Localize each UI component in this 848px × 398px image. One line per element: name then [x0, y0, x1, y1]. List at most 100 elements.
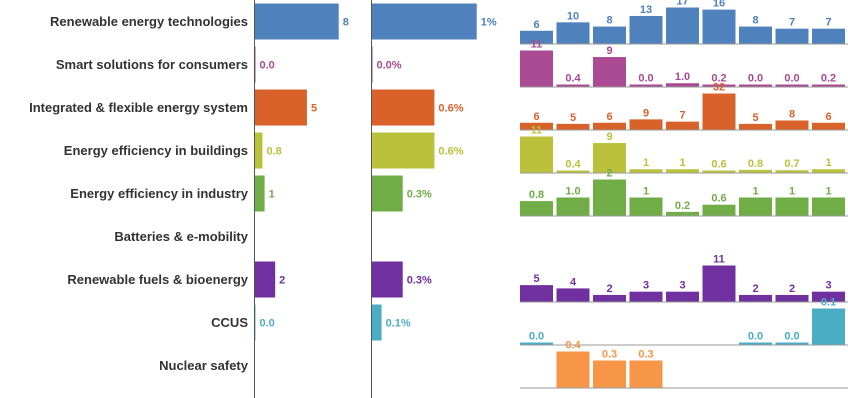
- small-bar-label-energy-efficiency-in-industry-7: 1: [752, 186, 758, 198]
- small-bar-nuclear-safety-2: [556, 351, 590, 388]
- small-bar-renewable-energy-technologies-6: [702, 9, 736, 44]
- small-bar-label-nuclear-safety-4: 0.3: [638, 349, 653, 361]
- small-bar-label-renewable-fuels-bioenergy-6: 11: [713, 254, 725, 266]
- value-label-panel2-energy-efficiency-in-buildings: 0.6%: [438, 146, 463, 158]
- small-bar-smart-solutions-for-consumers-2: [556, 84, 590, 87]
- small-bar-label-ccus-9: 0.1: [821, 297, 836, 309]
- small-bar-energy-efficiency-in-buildings-2: [556, 170, 590, 173]
- small-bar-smart-solutions-for-consumers-5: [666, 83, 699, 87]
- value-label-panel2-ccus: 0.1%: [386, 318, 411, 330]
- small-bar-label-energy-efficiency-in-buildings-7: 0.8: [748, 158, 763, 170]
- small-bar-energy-efficiency-in-industry-2: [556, 197, 590, 216]
- bar-panel2-renewable-energy-technologies: [371, 3, 477, 40]
- bar-panel2-renewable-fuels-bioenergy: [371, 261, 403, 298]
- small-bar-label-renewable-fuels-bioenergy-3: 2: [606, 283, 612, 295]
- small-bar-ccus-9: [812, 308, 845, 345]
- small-bar-renewable-energy-technologies-4: [629, 15, 663, 44]
- small-bar-renewable-fuels-bioenergy-9: [812, 291, 845, 302]
- small-bar-energy-efficiency-in-industry-1: [520, 201, 553, 216]
- small-bar-label-smart-solutions-for-consumers-9: 0.2: [821, 73, 836, 85]
- small-bar-label-energy-efficiency-in-buildings-4: 1: [643, 157, 649, 169]
- small-bar-label-renewable-fuels-bioenergy-1: 5: [533, 273, 539, 285]
- bar-panel1-energy-efficiency-in-industry: [254, 175, 265, 212]
- small-bar-energy-efficiency-in-industry-9: [812, 197, 845, 216]
- bar-panel1-renewable-fuels-bioenergy: [254, 261, 276, 298]
- small-bar-energy-efficiency-in-industry-3: [593, 179, 626, 216]
- small-bar-energy-efficiency-in-buildings-5: [666, 169, 699, 173]
- value-label-panel2-energy-efficiency-in-industry: 0.3%: [407, 189, 432, 201]
- small-bar-label-renewable-fuels-bioenergy-9: 3: [825, 280, 831, 292]
- small-bar-label-renewable-energy-technologies-1: 6: [533, 19, 539, 31]
- value-label-panel1-smart-solutions-for-consumers: 0.0: [260, 60, 275, 72]
- value-label-panel2-smart-solutions-for-consumers: 0.0%: [377, 60, 402, 72]
- small-bar-label-renewable-energy-technologies-8: 7: [789, 17, 795, 29]
- small-bar-renewable-fuels-bioenergy-4: [629, 291, 663, 302]
- small-bar-label-integrated-flexible-energy-system-2: 5: [570, 112, 576, 124]
- small-bar-label-integrated-flexible-energy-system-7: 5: [752, 112, 758, 124]
- category-label-integrated-flexible-energy-system: Integrated & flexible energy system: [29, 100, 248, 115]
- small-bar-renewable-fuels-bioenergy-8: [775, 294, 809, 302]
- small-bar-integrated-flexible-energy-system-5: [666, 121, 699, 130]
- small-bar-label-renewable-fuels-bioenergy-4: 3: [643, 280, 649, 292]
- small-bar-label-energy-efficiency-in-industry-6: 0.6: [711, 193, 726, 205]
- bar-panel2-ccus: [371, 304, 382, 341]
- small-bar-label-ccus-1: 0.0: [529, 331, 544, 343]
- small-bar-renewable-fuels-bioenergy-3: [593, 294, 626, 302]
- small-bar-smart-solutions-for-consumers-6: [702, 84, 736, 87]
- value-label-panel1-ccus: 0.0: [260, 318, 275, 330]
- value-label-panel1-renewable-energy-technologies: 8: [343, 17, 349, 29]
- small-bar-label-nuclear-safety-3: 0.3: [602, 349, 617, 361]
- small-bar-label-smart-solutions-for-consumers-7: 0.0: [748, 73, 763, 85]
- small-bar-label-renewable-energy-technologies-5: 17: [676, 0, 688, 8]
- small-bar-label-integrated-flexible-energy-system-9: 6: [825, 111, 831, 123]
- bar-panel1-integrated-flexible-energy-system: [254, 89, 307, 126]
- small-bar-energy-efficiency-in-industry-4: [629, 197, 663, 216]
- small-bar-nuclear-safety-4: [629, 360, 663, 388]
- category-label-nuclear-safety: Nuclear safety: [159, 358, 249, 373]
- value-label-panel1-integrated-flexible-energy-system: 5: [311, 103, 317, 115]
- small-bar-smart-solutions-for-consumers-1: [520, 50, 553, 87]
- small-bar-integrated-flexible-energy-system-3: [593, 122, 626, 130]
- category-label-smart-solutions-for-consumers: Smart solutions for consumers: [56, 57, 248, 72]
- small-bar-renewable-energy-technologies-1: [520, 30, 553, 44]
- small-bar-label-energy-efficiency-in-buildings-9: 1: [825, 157, 831, 169]
- small-bar-label-energy-efficiency-in-buildings-8: 0.7: [784, 158, 799, 170]
- small-bar-integrated-flexible-energy-system-8: [775, 120, 809, 130]
- small-bar-label-energy-efficiency-in-industry-1: 0.8: [529, 189, 544, 201]
- small-bar-nuclear-safety-3: [593, 360, 626, 388]
- small-bar-label-smart-solutions-for-consumers-6: 0.2: [711, 73, 726, 85]
- value-label-panel1-energy-efficiency-in-buildings: 0.8: [266, 146, 281, 158]
- small-bar-renewable-fuels-bioenergy-7: [739, 294, 772, 302]
- small-bar-label-renewable-energy-technologies-7: 8: [752, 15, 758, 27]
- small-bar-smart-solutions-for-consumers-8: [775, 84, 809, 87]
- small-bar-label-energy-efficiency-in-buildings-3: 9: [606, 131, 612, 143]
- small-bar-integrated-flexible-energy-system-9: [812, 122, 845, 130]
- small-bar-renewable-energy-technologies-5: [666, 7, 699, 44]
- small-bar-label-renewable-fuels-bioenergy-7: 2: [752, 283, 758, 295]
- small-bar-renewable-fuels-bioenergy-1: [520, 285, 553, 302]
- small-bar-renewable-energy-technologies-3: [593, 26, 626, 44]
- small-bar-label-energy-efficiency-in-industry-4: 1: [643, 186, 649, 198]
- value-label-panel1-energy-efficiency-in-industry: 1: [269, 189, 275, 201]
- category-label-energy-efficiency-in-industry: Energy efficiency in industry: [70, 186, 248, 201]
- category-label-renewable-energy-technologies: Renewable energy technologies: [50, 14, 248, 29]
- bar-panel2-energy-efficiency-in-buildings: [371, 132, 435, 169]
- small-bar-label-energy-efficiency-in-buildings-2: 0.4: [565, 159, 581, 171]
- category-label-renewable-fuels-bioenergy: Renewable fuels & bioenergy: [67, 272, 248, 287]
- small-bar-ccus-1: [520, 342, 553, 345]
- small-bar-energy-efficiency-in-buildings-8: [775, 170, 809, 173]
- small-bar-label-renewable-fuels-bioenergy-5: 3: [679, 280, 685, 292]
- small-bar-ccus-8: [775, 342, 809, 345]
- small-bar-smart-solutions-for-consumers-4: [629, 84, 663, 87]
- small-bar-label-energy-efficiency-in-industry-9: 1: [825, 186, 831, 198]
- category-label-ccus: CCUS: [211, 315, 248, 330]
- small-bar-label-integrated-flexible-energy-system-8: 8: [789, 109, 795, 121]
- small-bar-energy-efficiency-in-industry-7: [739, 197, 772, 216]
- small-bar-renewable-energy-technologies-2: [556, 22, 590, 44]
- small-bar-label-renewable-energy-technologies-3: 8: [606, 15, 612, 27]
- small-bar-renewable-energy-technologies-9: [812, 28, 845, 44]
- bar-panel1-renewable-energy-technologies: [254, 3, 339, 40]
- small-bar-label-energy-efficiency-in-industry-3: 2: [606, 168, 612, 180]
